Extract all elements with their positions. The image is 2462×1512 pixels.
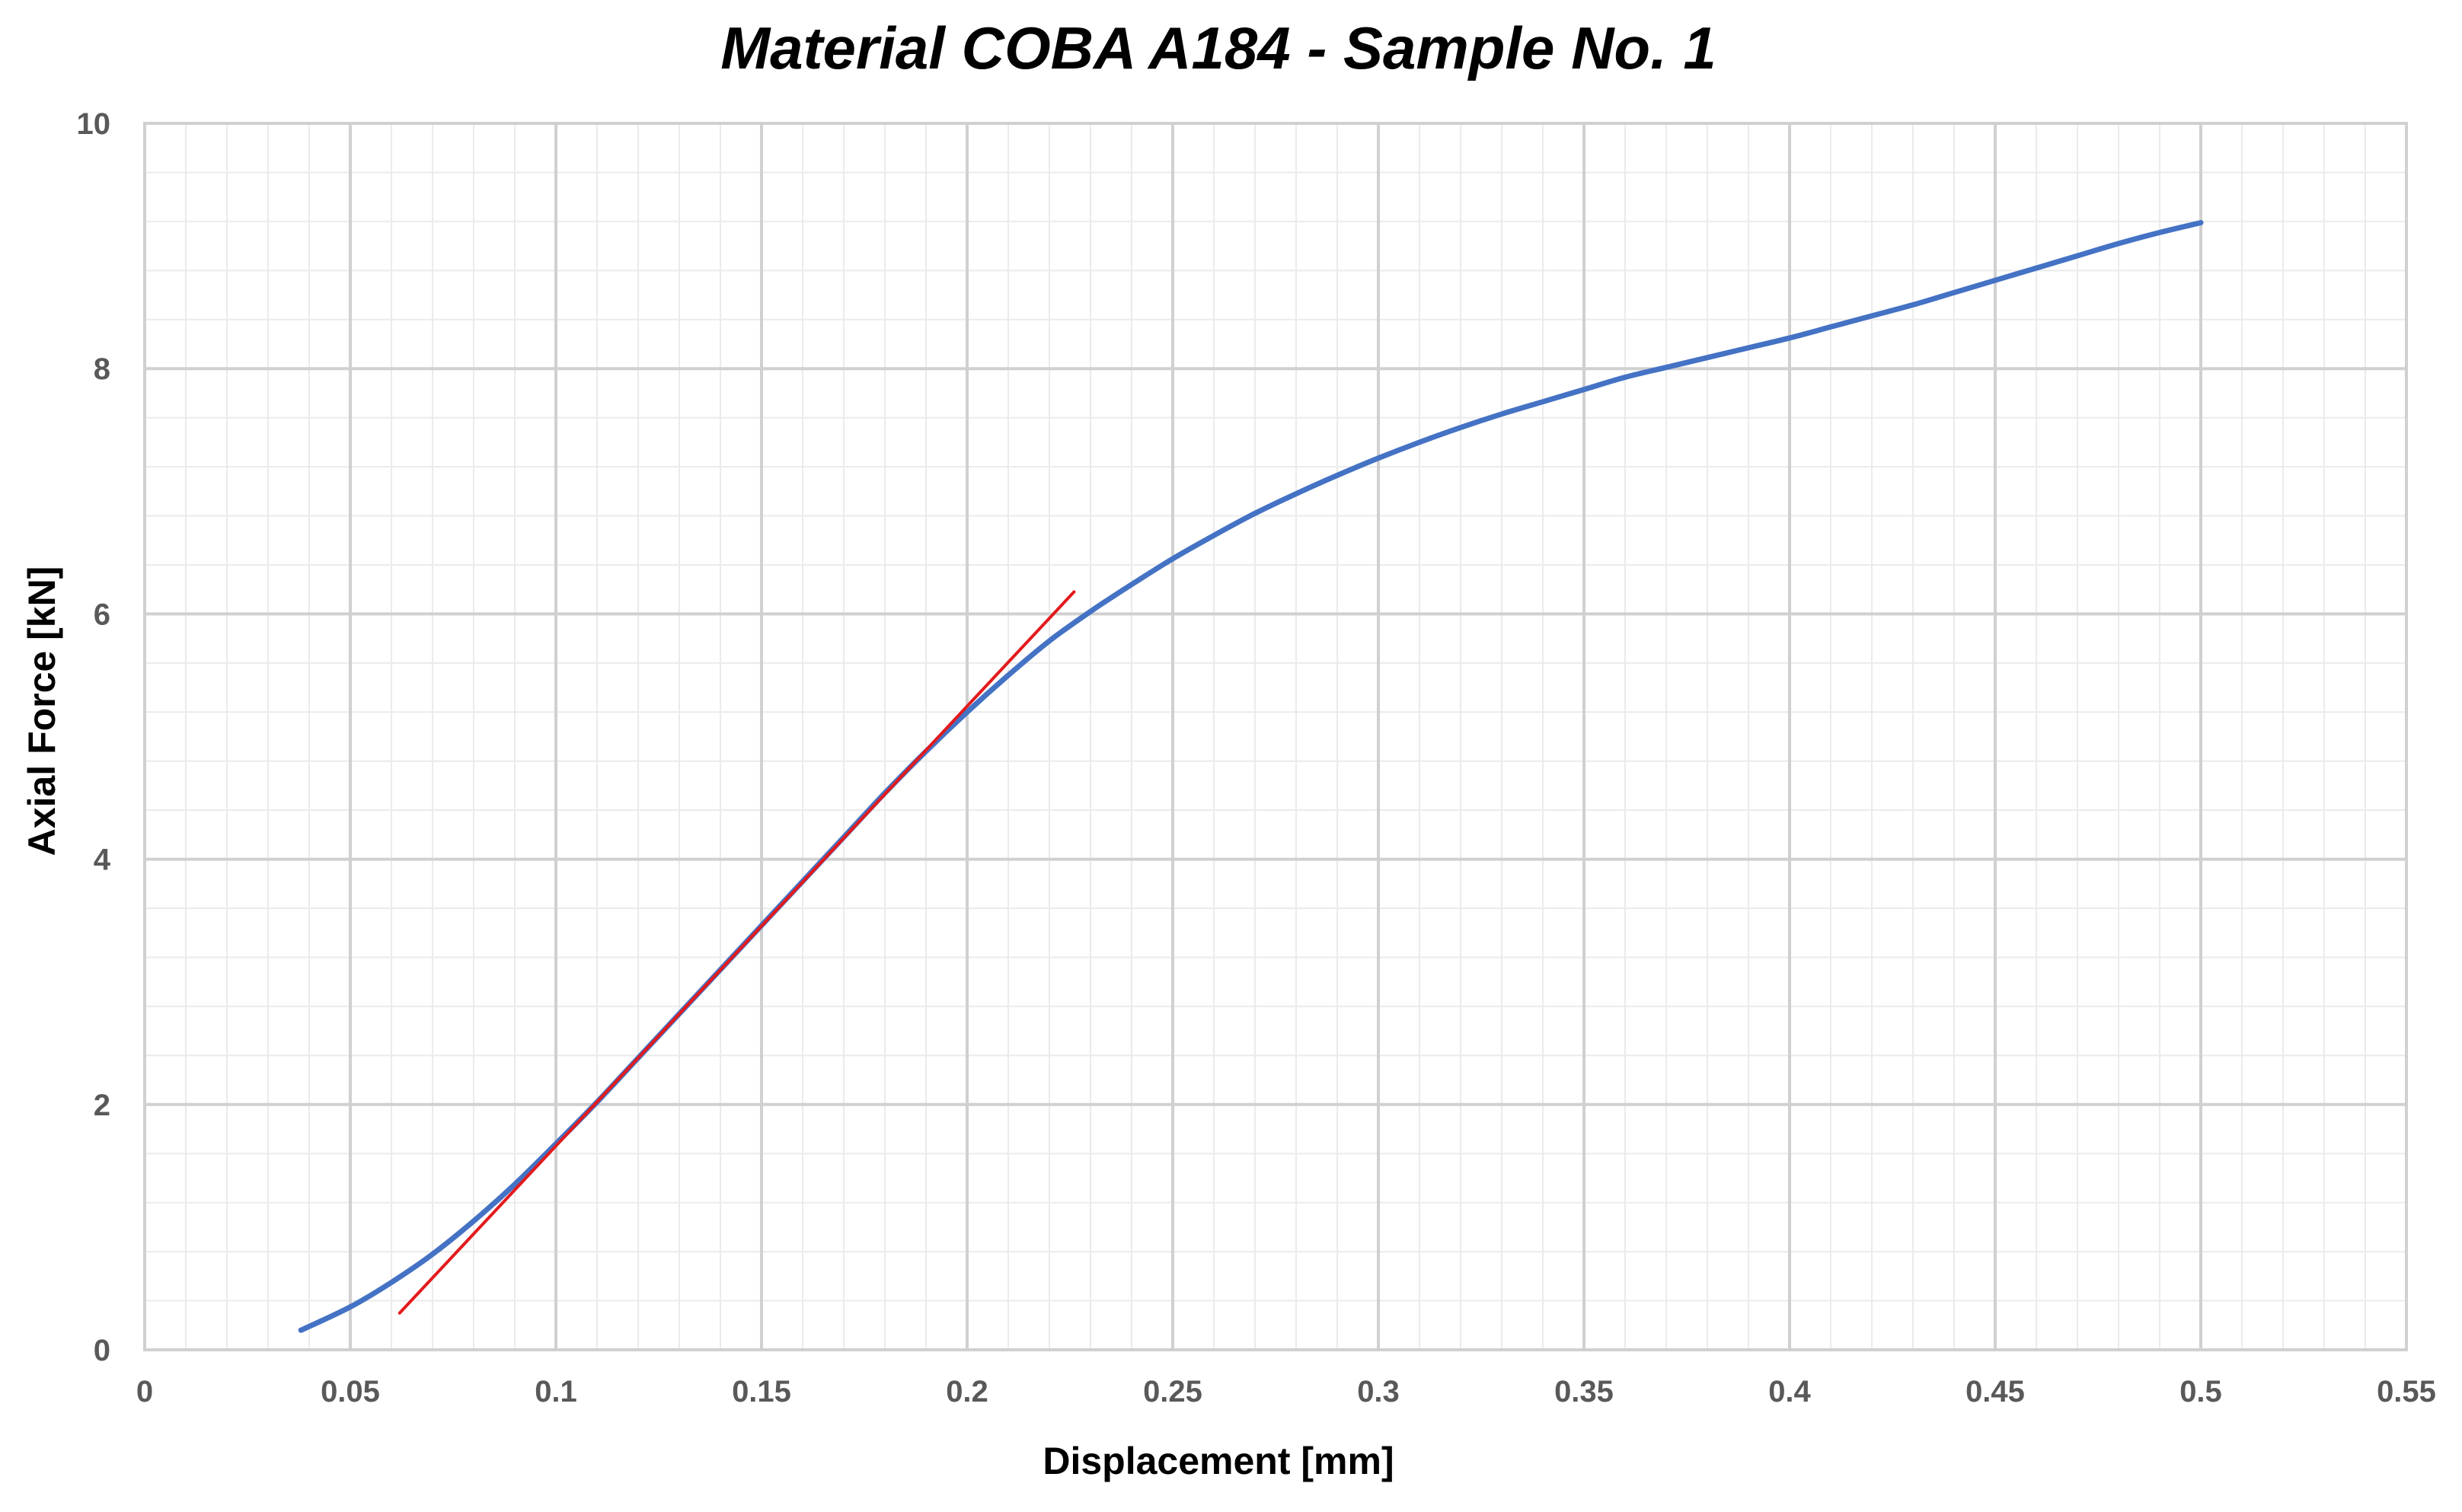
series-layer [298, 219, 2204, 1333]
series-line-linear-fit [398, 590, 1076, 1315]
x-tick-label: 0.2 [946, 1375, 988, 1408]
y-tick-label: 0 [94, 1334, 110, 1367]
y-tick-label: 4 [94, 844, 111, 877]
x-axis-tick-labels: 0 0.05 0.1 0.15 0.2 0.25 0.3 0.35 0.4 0.45 0.5 0.55 [136, 1375, 2436, 1408]
y-axis-label: Axial Force [kN] [21, 566, 63, 856]
x-tick-label: 0.3 [1357, 1375, 1400, 1408]
x-tick-label: 0.15 [732, 1375, 791, 1408]
y-tick-label: 2 [94, 1089, 110, 1122]
x-tick-label: 0.5 [2179, 1375, 2222, 1408]
x-tick-label: 0.55 [2377, 1375, 2436, 1408]
plot-area-border [143, 122, 2408, 1351]
x-tick-label: 0.4 [1768, 1375, 1811, 1408]
x-tick-label: 0.25 [1143, 1375, 1202, 1408]
x-tick-label: 0.45 [1965, 1375, 2025, 1408]
minor-gridlines [145, 123, 2406, 1350]
y-axis-tick-labels: 0 2 4 6 8 10 [77, 107, 111, 1367]
y-tick-label: 6 [94, 598, 110, 631]
x-axis-label: Displacement [mm] [1043, 1440, 1394, 1482]
y-tick-label: 10 [77, 107, 111, 141]
chart-title: Material COBA A184 - Sample No. 1 [720, 14, 1716, 81]
x-tick-label: 0.1 [535, 1375, 577, 1408]
x-tick-label: 0.35 [1554, 1375, 1614, 1408]
y-tick-label: 8 [94, 352, 110, 386]
x-tick-label: 0.05 [321, 1375, 380, 1408]
x-tick-label: 0 [136, 1375, 153, 1408]
